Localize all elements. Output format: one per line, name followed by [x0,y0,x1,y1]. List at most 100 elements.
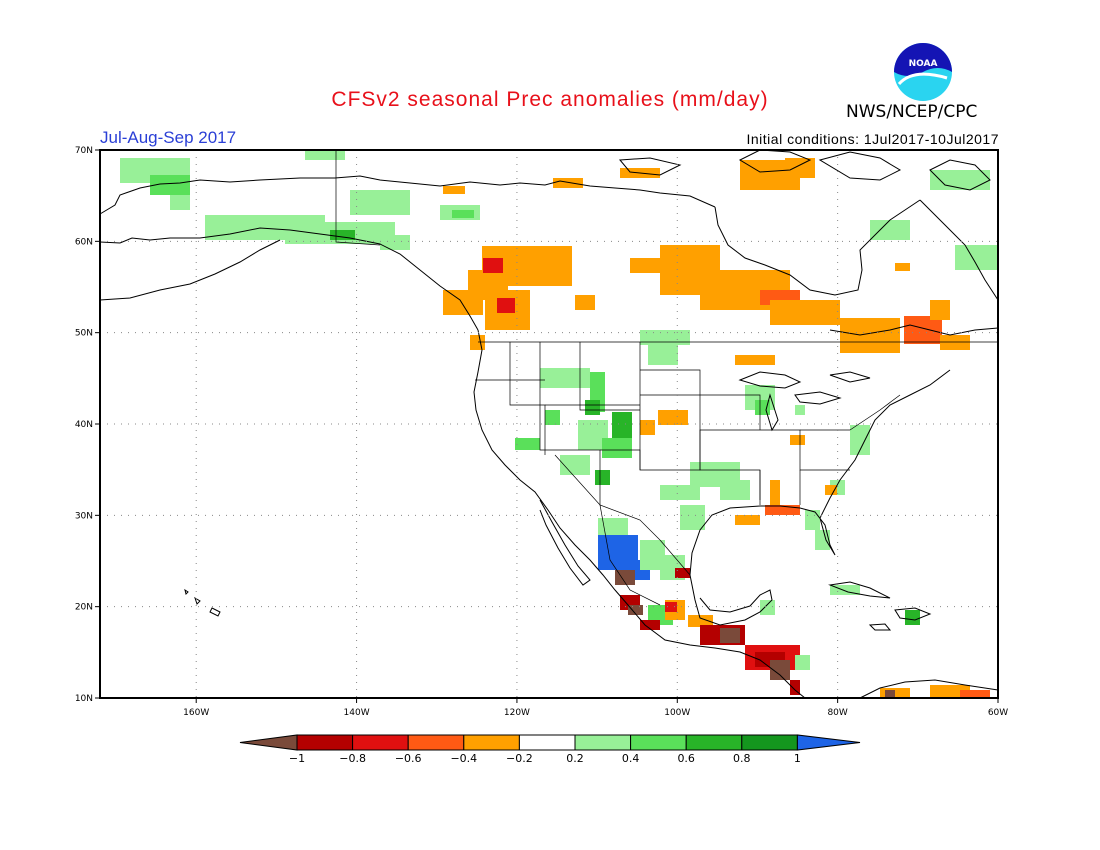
x-tick-label: 100W [664,708,690,718]
x-tick-label: 60W [988,708,1008,718]
anomaly-cell [795,655,810,670]
colorbar-left-arrow [239,734,298,751]
anomaly-cell [483,258,503,273]
colorbar-label: 0.2 [566,752,584,765]
colorbar-box [296,734,354,751]
anomaly-cell [765,505,800,515]
anomaly-cell [815,530,830,550]
anomaly-cell [658,410,688,425]
anomaly-cell [585,400,600,415]
anomaly-cell [640,330,690,345]
colorbar-label: −0.2 [506,752,533,765]
anomaly-cell [628,605,643,615]
anomaly-cell [895,263,910,271]
y-tick-label: 20N [75,603,93,613]
anomaly-cell [940,335,970,350]
anomaly-cell [648,345,678,365]
anomaly-cell [955,245,998,270]
y-tick-label: 30N [75,511,93,521]
coastlines [99,149,999,699]
colorbar-label: 0.8 [733,752,751,765]
lat-lon-gridlines [100,150,998,698]
anomaly-cell [305,150,345,160]
anomaly-cell [602,438,632,458]
anomaly-cell [545,410,560,425]
colorbar-box [407,734,465,751]
season-label: Jul-Aug-Sep 2017 [100,128,237,147]
anomaly-cell [735,515,760,525]
anomaly-cell [904,316,942,344]
anomaly-cell [540,368,590,388]
agency-label: NWS/NCEP/CPC [846,102,978,122]
colorbar-labels: −1 −0.8 −0.6 −0.4 −0.2 0.2 0.4 0.6 0.8 1 [289,752,801,765]
anomaly-cell [615,570,635,585]
colorbar-box [518,734,576,751]
colorbar-label: −0.6 [395,752,422,765]
colorbar-box [630,734,687,751]
anomaly-cell [885,690,895,698]
colorbar-right-arrow [796,734,861,751]
anomaly-cell [553,178,583,188]
anomaly-cell [443,290,483,315]
x-tick-label: 120W [504,708,530,718]
anomaly-cell [805,510,820,530]
colorbar-label: −0.8 [339,752,366,765]
y-tick-label: 50N [75,329,93,339]
anomaly-cell [598,518,628,538]
anomaly-cell [830,585,860,595]
x-tick-label: 160W [183,708,209,718]
anomaly-cell [680,505,705,530]
y-tick-label: 60N [75,237,93,247]
colorbar-label: −0.4 [450,752,477,765]
colorbar-box [463,734,520,751]
colorbar-boxes [239,734,861,751]
anomaly-cell [905,610,920,625]
anomaly-cell [660,485,700,500]
colorbar-label: 1 [794,752,801,765]
anomaly-cell [770,300,840,325]
anomaly-cell [330,230,355,240]
anomaly-cell [515,438,540,450]
anomaly-cell [930,300,950,320]
state-borders [335,150,998,606]
anomaly-cell [575,295,595,310]
chart-title: CFSv2 seasonal Prec anomalies (mm/day) [331,88,769,111]
anomaly-cell [720,480,750,500]
anomaly-cell [870,220,910,240]
anomaly-cell [790,680,800,695]
anomaly-tiles [120,150,998,698]
anomaly-cell [840,318,900,353]
anomaly-cell [960,690,990,698]
initial-conditions-label: Initial conditions: 1Jul2017-10Jul2017 [746,131,999,147]
anomaly-cell [785,158,815,178]
anomaly-cell [452,210,474,218]
anomaly-cell [630,258,670,273]
colorbar-box [352,734,409,751]
anomaly-cell [770,660,790,680]
y-tick-label: 70N [75,146,93,156]
anomaly-cell [825,485,837,495]
anomaly-cell [150,175,190,195]
axis-tick-labels: 160W 140W 120W 100W 80W 60W 70N 60N 50N 40N 30N 20N… [75,146,1008,718]
anomaly-cell [675,568,690,578]
anomaly-cell [770,480,780,505]
anomaly-cell [640,420,655,435]
anomaly-cell [443,186,465,194]
anomaly-cell [665,602,677,612]
anomaly-cell [760,600,775,615]
anomaly-cell [350,190,410,215]
colorbar-label: 0.6 [677,752,695,765]
colorbar-box [741,734,798,751]
anomaly-cell [795,405,805,415]
axis-ticks [95,149,999,703]
colorbar-box [574,734,632,751]
y-tick-label: 10N [75,694,93,704]
colorbar-box [685,734,743,751]
anomaly-cell [790,435,805,445]
anomaly-cell [688,615,713,627]
x-tick-label: 80W [827,708,847,718]
anomaly-cell [595,470,610,485]
colorbar-label: −1 [289,752,305,765]
